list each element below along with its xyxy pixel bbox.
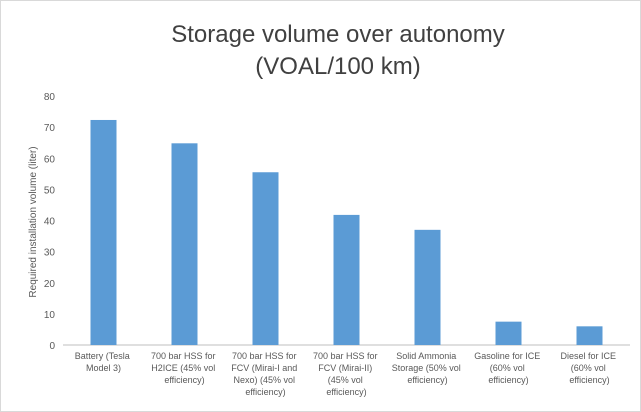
bar — [495, 321, 522, 345]
y-axis-label: Required installation volume (liter) — [28, 146, 39, 297]
bar — [90, 119, 117, 345]
y-tick-label: 20 — [44, 279, 56, 290]
x-tick-label: 700 bar HSS for FCV (Mirai-II) (45% vol … — [313, 351, 380, 397]
bar — [576, 326, 603, 345]
x-tick-label: Battery (Tesla Model 3) — [75, 351, 133, 373]
y-tick-label: 50 — [44, 185, 56, 196]
x-tick-label: 700 bar HSS for H2ICE (45% vol efficienc… — [151, 351, 218, 385]
chart-title: Storage volume over autonomy — [171, 21, 505, 48]
bar — [252, 172, 279, 345]
y-tick-label: 70 — [44, 123, 56, 134]
y-tick-label: 80 — [44, 92, 56, 103]
x-tick-label: Solid Ammonia Storage (50% vol efficienc… — [392, 351, 464, 385]
bar — [333, 214, 360, 345]
chart-title: (VOAL/100 km) — [255, 53, 420, 80]
y-tick-label: 40 — [44, 217, 56, 228]
bar — [171, 143, 198, 345]
x-tick-label: 700 bar HSS for FCV (Mirai-I and Nexo) (… — [231, 351, 300, 397]
bar — [414, 229, 441, 345]
x-tick-label: Gasoline for ICE (60% vol efficiency) — [474, 351, 543, 385]
y-tick-label: 30 — [44, 248, 56, 259]
x-tick-label: Diesel for ICE (60% vol efficiency) — [560, 351, 618, 385]
y-tick-label: 0 — [49, 341, 55, 352]
y-tick-label: 10 — [44, 310, 56, 321]
y-tick-label: 60 — [44, 154, 56, 165]
